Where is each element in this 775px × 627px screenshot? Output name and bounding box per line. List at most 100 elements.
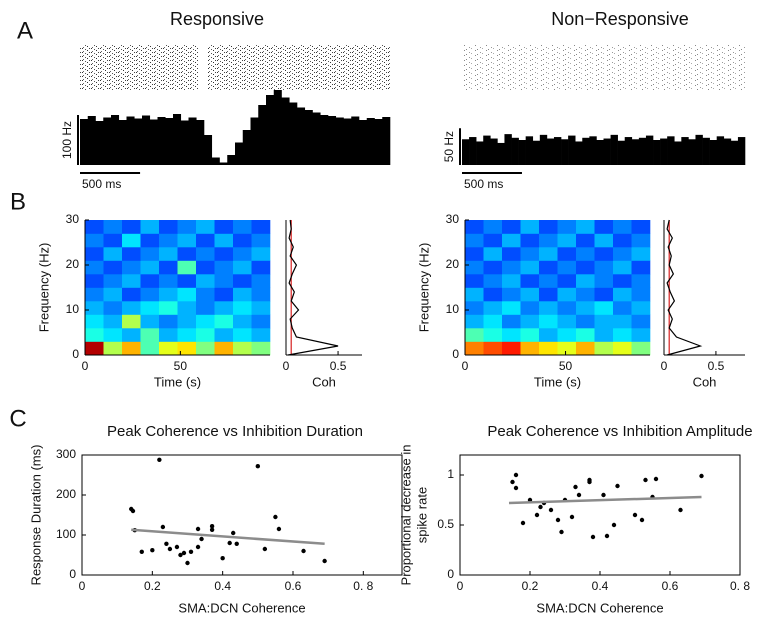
- heat-cell: [594, 233, 614, 248]
- heat-cell: [85, 247, 104, 261]
- x-tick-label: 0. 8: [730, 579, 750, 593]
- heat-cell: [85, 341, 104, 356]
- heat-cell: [502, 220, 521, 234]
- psth-bar: [219, 162, 228, 165]
- point: [227, 540, 232, 546]
- heat-cell: [140, 341, 160, 356]
- heat-cell: [177, 247, 197, 261]
- heat-cell: [140, 247, 160, 261]
- heat-cell: [159, 247, 178, 261]
- heat-cell: [520, 328, 540, 342]
- heat-cell: [122, 274, 141, 288]
- heat-cell: [196, 274, 215, 288]
- psth-bar: [320, 115, 329, 165]
- psth-bar: [603, 138, 611, 165]
- y-tick-label: 0.5: [437, 517, 454, 531]
- heat-cell: [251, 274, 271, 288]
- heat-cell: [233, 328, 252, 342]
- heat-cell: [140, 220, 160, 234]
- heat-cell: [233, 247, 252, 261]
- psth-bar: [196, 120, 205, 165]
- heat-cell: [214, 287, 234, 302]
- heat-cell: [594, 301, 614, 315]
- heat-cell: [233, 274, 252, 288]
- psth-bar: [103, 117, 112, 165]
- heat-cell: [214, 247, 234, 261]
- y-tick-label: 10: [446, 302, 460, 316]
- point: [573, 484, 578, 490]
- psth-bar: [266, 95, 275, 165]
- y-tick-label: 0: [447, 567, 454, 581]
- psth-bar: [281, 97, 290, 165]
- heat-cell: [196, 341, 215, 356]
- heat-cell: [465, 220, 484, 234]
- heat-cell: [502, 274, 521, 288]
- point: [188, 549, 194, 554]
- y-tick-label: 0: [69, 567, 76, 581]
- psth-bar: [589, 136, 597, 165]
- psth-bar: [624, 137, 633, 165]
- heat-cell: [251, 314, 271, 329]
- point: [604, 533, 610, 539]
- psth-bar: [312, 112, 321, 165]
- point: [534, 512, 540, 518]
- psth-bar: [681, 137, 689, 165]
- heat-cell: [122, 301, 141, 315]
- psth-bar: [134, 118, 143, 165]
- heat-cell: [594, 274, 614, 288]
- x-tick-label: 0.2: [144, 579, 161, 593]
- heat-cell: [520, 274, 540, 288]
- x-tick-label: 50: [174, 359, 188, 373]
- y-axis-label: Frequency (Hz): [36, 243, 51, 333]
- psth-bar: [490, 138, 498, 165]
- heat-cell: [140, 328, 160, 342]
- heat-cell: [539, 314, 558, 329]
- heat-cell: [233, 233, 252, 248]
- psth-bar: [335, 117, 344, 165]
- heat-cell: [177, 233, 197, 248]
- point: [209, 527, 215, 532]
- heat-cell: [85, 260, 104, 275]
- heat-cell: [631, 274, 651, 288]
- fit-line: [508, 495, 702, 505]
- y-tick-label: 200: [56, 487, 76, 501]
- heat-cell: [85, 328, 104, 342]
- heat-cell: [576, 341, 595, 356]
- heat-cell: [251, 247, 271, 261]
- psth-bar: [250, 117, 259, 165]
- point: [510, 479, 515, 485]
- fit-line: [131, 528, 325, 546]
- heat-cell: [465, 247, 484, 261]
- point: [195, 544, 201, 550]
- psth-bar: [645, 135, 654, 165]
- heat-cell: [613, 220, 632, 234]
- psth-bar: [173, 114, 182, 165]
- heat-cell: [214, 341, 234, 356]
- point: [220, 556, 225, 561]
- point: [139, 549, 144, 554]
- point: [559, 529, 564, 535]
- point: [601, 492, 606, 498]
- heat-cell: [557, 328, 577, 342]
- heat-cell: [520, 314, 540, 329]
- panel-label: C: [9, 405, 26, 432]
- scale-bar-x-label: 500 ms: [82, 177, 121, 191]
- heat-cell: [576, 274, 595, 288]
- point: [130, 508, 136, 514]
- heat-cell: [233, 220, 252, 234]
- heat-cell: [613, 287, 632, 302]
- heat-cell: [576, 301, 595, 315]
- heat-cell: [631, 260, 651, 275]
- heat-cell: [159, 328, 178, 342]
- heat-cell: [140, 301, 160, 315]
- point: [150, 548, 155, 553]
- psth-bar: [87, 116, 96, 165]
- heat-cell: [520, 233, 540, 248]
- x-tick-label: 0.5: [708, 359, 725, 373]
- heat-cell: [122, 328, 141, 342]
- x-tick-label: 0: [457, 579, 464, 593]
- psth-bar: [596, 140, 604, 165]
- heat-cell: [557, 260, 577, 275]
- psth-bar: [462, 139, 470, 165]
